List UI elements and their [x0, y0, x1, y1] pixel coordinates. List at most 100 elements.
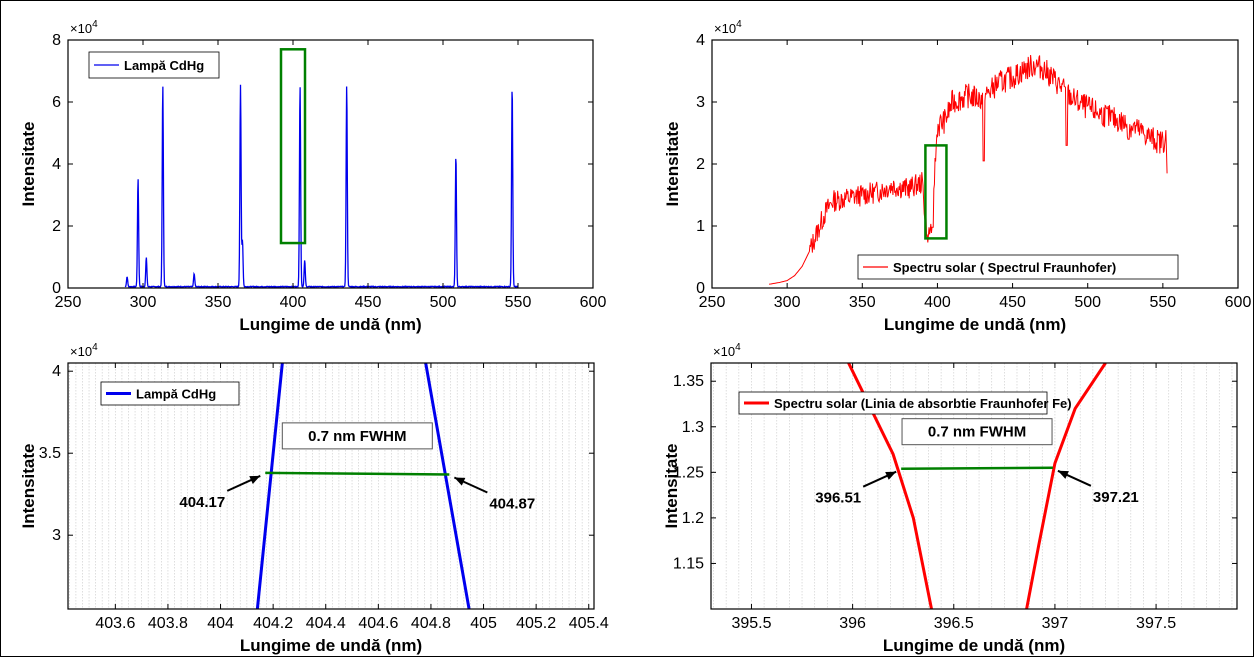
fwhm-label: 0.7 nm FWHM [308, 428, 406, 445]
x-tick-label: 404.4 [306, 615, 346, 632]
y-tick-label: 6 [52, 94, 61, 111]
y-tick-label: 4 [52, 363, 61, 380]
y-exponent-power: 4 [92, 342, 98, 353]
y-axis-label: Intensitate [19, 121, 38, 206]
x-tick-label: 404 [207, 615, 234, 632]
y-tick-label: 3 [52, 527, 61, 544]
y-exponent-label: ×104 [70, 19, 98, 36]
y-tick-label: 4 [696, 32, 705, 49]
y-tick-label: 1.35 [673, 373, 704, 390]
chart-panel-4: 0.7 nm FWHM 396.51 397.21 395.5 396 396.5 397 3… [662, 342, 1238, 655]
x-tick-label: 350 [205, 294, 232, 311]
legend-box [738, 391, 1048, 415]
y-axis-label: Intensitate [19, 443, 38, 528]
y-tick-label: 0 [52, 280, 61, 297]
series-group [124, 84, 519, 288]
x-tick-label: 250 [55, 294, 82, 311]
fwhm-line [265, 471, 450, 476]
y-exponent-label: ×104 [713, 342, 741, 359]
x-axis-label: Lungime de undă (nm) [884, 315, 1066, 334]
series-line-1-2 [424, 363, 471, 609]
grid [68, 363, 590, 609]
legend-box [857, 254, 1179, 280]
x-tick-label: 450 [355, 294, 382, 311]
x-tick-label: 250 [699, 294, 726, 311]
legend: Spectru solar ( Spectrul Fraunhofer) [857, 254, 1179, 280]
y-tick-label: 1 [696, 218, 705, 235]
x-tick-label: 396.5 [934, 615, 974, 632]
y-tick-label: 4 [52, 156, 61, 173]
annotation-arrowhead-2 [454, 477, 466, 486]
legend: Lampă CdHg [100, 381, 240, 406]
fwhm-line [901, 466, 1053, 470]
y-tick-label: 2 [696, 156, 705, 173]
legend-label: Lampă CdHg [124, 58, 204, 73]
x-tick-label: 403.6 [95, 615, 135, 632]
x-axis-label: Lungime de undă (nm) [239, 315, 421, 334]
chart-panel-1: 250 300 350 400 450 500 550 600 0 2 4 6 8 ×104 Lungime… [19, 19, 606, 334]
y-tick-label: 8 [52, 32, 61, 49]
legend-label: Lampă CdHg [136, 387, 216, 402]
x-tick-label: 400 [280, 294, 307, 311]
axes-frame [710, 362, 1238, 610]
x-tick-label: 397.5 [1136, 615, 1176, 632]
x-tick-label: 400 [924, 294, 951, 311]
y-exponent-power: 4 [92, 19, 98, 30]
y-tick-label: 1.3 [682, 419, 704, 436]
x-tick-label: 403.8 [148, 615, 188, 632]
y-tick-label: 1.25 [673, 464, 704, 481]
x-tick-label: 550 [1150, 294, 1177, 311]
series-group [769, 54, 1168, 285]
x-tick-label: 395.5 [731, 615, 771, 632]
y-tick-label: 0 [696, 280, 705, 297]
x-tick-label: 450 [999, 294, 1026, 311]
y-tick-label: 1.15 [673, 555, 704, 572]
y-exponent-power: 4 [736, 19, 742, 30]
legend-label: Spectru solar (Linia de absorbtie Fraunh… [774, 396, 1072, 411]
y-tick-label: 3.5 [39, 445, 61, 462]
x-axis-label: Lungime de undă (nm) [240, 636, 422, 655]
plot-area [68, 40, 593, 288]
x-tick-label: 404.2 [253, 615, 293, 632]
annotation-arrowhead-2 [1057, 470, 1069, 479]
annotation-arrowhead-1 [885, 471, 897, 480]
y-tick-label: 1.2 [682, 510, 704, 527]
series-line-1 [124, 84, 519, 288]
legend: Spectru solar (Linia de absorbtie Fraunh… [738, 391, 1072, 415]
series-line-1 [769, 54, 1168, 285]
x-tick-label: 350 [849, 294, 876, 311]
fwhm-label: 0.7 nm FWHM [928, 424, 1026, 441]
x-tick-label: 500 [430, 294, 457, 311]
y-tick-label: 2 [52, 218, 61, 235]
x-tick-label: 405 [470, 615, 497, 632]
x-tick-label: 600 [1225, 294, 1252, 311]
annotation-arrowhead-1 [249, 475, 261, 484]
x-tick-label: 405.4 [569, 615, 609, 632]
x-axis-label: Lungime de undă (nm) [883, 636, 1065, 655]
annotation-label-1: 396.51 [815, 490, 861, 507]
legend-box [100, 381, 240, 406]
x-tick-label: 550 [505, 294, 532, 311]
y-exponent-power: 4 [735, 342, 741, 353]
fwhm-label-box [281, 422, 433, 450]
highlight-box [924, 144, 948, 240]
y-tick-label: 3 [696, 94, 705, 111]
x-tick-label: 500 [1074, 294, 1101, 311]
axes-frame [67, 362, 595, 610]
x-tick-label: 600 [580, 294, 607, 311]
x-tick-label: 396 [839, 615, 866, 632]
x-tick-label: 397 [1042, 615, 1069, 632]
chart-panel-3: 0.7 nm FWHM 404.17 404.87 403.6 403.8 404 404.… [19, 342, 609, 655]
series-line-1-1 [255, 363, 284, 609]
y-axis-label: Intensitate [663, 121, 682, 206]
highlight-box [279, 48, 307, 245]
grid [713, 363, 1233, 609]
y-axis-label: Intensitate [662, 443, 681, 528]
series-line-1-2 [1025, 363, 1107, 609]
x-tick-label: 300 [130, 294, 157, 311]
annotation-label-1: 404.17 [179, 494, 225, 511]
chart-panel-2: 250 300 350 400 450 500 550 60001234×104Lungime… [663, 19, 1251, 334]
fwhm-label-box [901, 418, 1053, 446]
